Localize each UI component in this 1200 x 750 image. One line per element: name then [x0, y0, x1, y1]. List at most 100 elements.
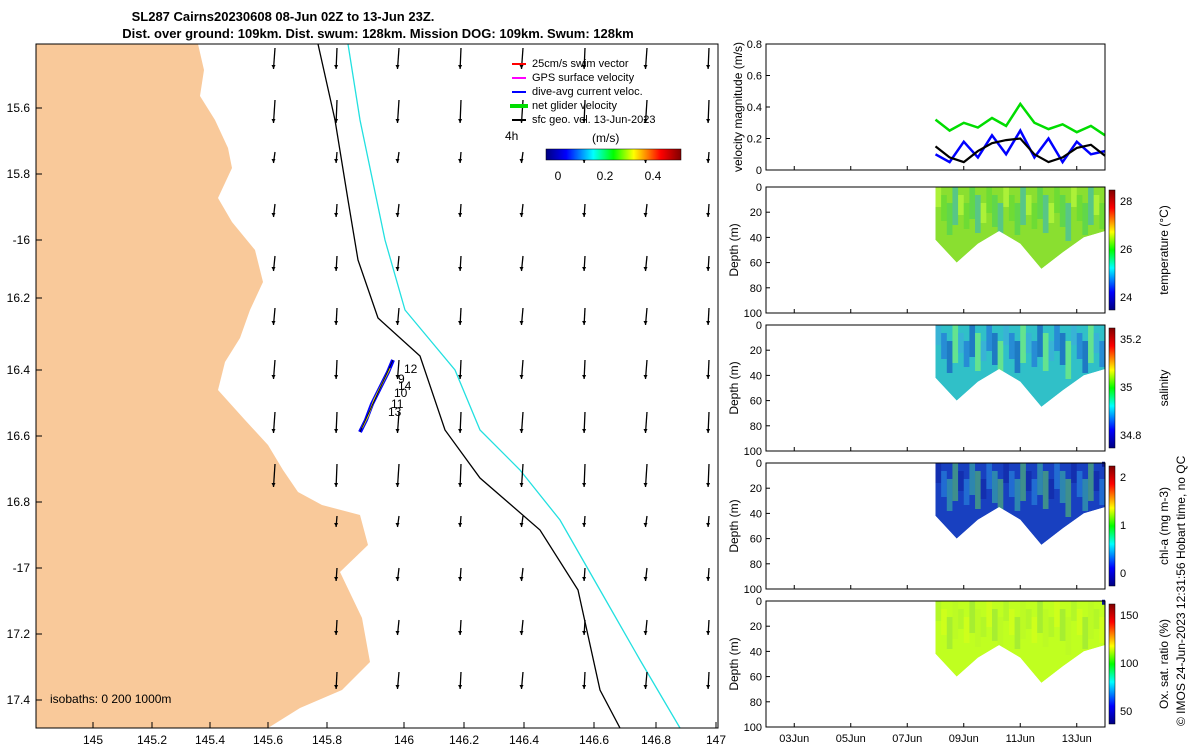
section-cell — [1014, 479, 1021, 511]
panel-ylabel: Depth (m) — [727, 499, 741, 552]
velocity-arrow-head — [458, 483, 463, 487]
y-tick: 80 — [750, 421, 762, 433]
y-tick: 100 — [744, 722, 762, 734]
velocity-arrow-head — [582, 631, 587, 635]
section-cell — [1042, 333, 1049, 371]
colorbar-tick: 1 — [1120, 520, 1126, 532]
panel-ylabel: Depth (m) — [727, 361, 741, 414]
velocity-arrow-head — [706, 631, 711, 635]
section-cell — [1088, 187, 1094, 225]
section-cell — [935, 463, 942, 483]
map-y-tick: 15.6 — [7, 101, 31, 115]
velocity-arrow-head — [395, 577, 400, 581]
map-x-tick: 145.8 — [312, 733, 342, 747]
section-cell — [1088, 463, 1094, 501]
below-seafloor — [935, 231, 1105, 313]
section-cell — [941, 333, 947, 359]
velocity-arrow-head — [334, 321, 339, 325]
velocity-arrow-head — [395, 159, 400, 163]
velocity-arrow-head — [334, 685, 339, 689]
section-cell — [1082, 617, 1089, 649]
section-cell — [1048, 617, 1055, 637]
y-tick: 40 — [750, 646, 762, 658]
section-cell — [1003, 601, 1009, 621]
velocity-arrow-head — [334, 267, 339, 271]
track-label-11: 11 — [391, 397, 404, 411]
track-day-labels: 12 9 14 10 11 13 — [388, 362, 418, 419]
section-cell — [946, 617, 953, 649]
section-cell — [975, 609, 981, 647]
map-colorbar-tick-0: 0 — [555, 169, 562, 183]
colorbar-tick: 2 — [1120, 472, 1126, 484]
section-cell — [1003, 463, 1009, 483]
colorbar-tick: 24 — [1120, 292, 1132, 304]
velocity-arrow-head — [519, 213, 524, 217]
map-x-tick: 145 — [83, 733, 103, 747]
velocity-arrow-head — [706, 119, 711, 123]
section-cell — [1054, 325, 1060, 351]
colorbar-label: chl-a (mg m-3) — [1157, 487, 1171, 565]
velocity-arrow-head — [395, 483, 400, 487]
velocity-arrow-head — [458, 119, 463, 123]
section-cell — [1048, 341, 1055, 361]
velocity-arrow-head — [706, 577, 711, 581]
section-cell — [1003, 187, 1009, 207]
section-cell — [1037, 187, 1043, 219]
below-seafloor — [935, 369, 1105, 451]
section-cell — [975, 333, 981, 371]
section-cell — [1031, 617, 1038, 643]
section-cell — [1008, 609, 1015, 635]
section-cell — [997, 341, 1004, 379]
map-x-tick: 146.6 — [579, 733, 609, 747]
velocity-arrow-head — [582, 267, 587, 271]
section-cell — [1025, 609, 1032, 629]
section-cell — [952, 601, 959, 639]
velocity-arrow-head — [395, 119, 400, 123]
time-tick: 05Jun — [836, 733, 866, 745]
velocity-arrow-head — [458, 159, 463, 163]
colorbar-tick: 34.8 — [1120, 430, 1141, 442]
time-step-label: 4h — [505, 129, 518, 143]
section-cell — [941, 195, 947, 221]
section-cell — [1059, 333, 1066, 365]
velocity-arrow-head — [582, 429, 587, 433]
colorbar-tick: 50 — [1120, 706, 1132, 718]
velocity-arrow-head — [519, 523, 524, 527]
isobath-1000m — [347, 44, 681, 728]
legend-net-velocity: net glider velocity — [532, 100, 617, 112]
section-cell — [986, 187, 992, 213]
map-x-tick: 146.4 — [509, 733, 539, 747]
velocity-arrow-head — [643, 213, 648, 217]
section-cell — [1042, 609, 1049, 647]
section-cell — [1042, 195, 1049, 233]
map-colorbar-tick-02: 0.2 — [597, 169, 614, 183]
section-cell — [963, 341, 970, 367]
velocity-arrow-head — [582, 213, 587, 217]
section-cell — [1048, 203, 1055, 223]
velocity-arrow-head — [271, 213, 276, 217]
section-cell — [935, 187, 942, 207]
velocity-arrow-head — [334, 483, 339, 487]
section-cell — [1037, 463, 1043, 495]
section-cell — [935, 601, 942, 621]
velocity-arrow-head — [334, 119, 339, 123]
track-label-10: 10 — [394, 386, 408, 400]
velocity-arrow-head — [458, 267, 463, 271]
panel-4: 0 20 40 60 80 100 Depth (m) 150 100 50 Ox. sat. ra… — [727, 596, 1171, 734]
section-cell — [1099, 341, 1105, 367]
section-cell — [952, 463, 959, 501]
y-tick: 0.2 — [747, 134, 762, 146]
section-cell — [1065, 617, 1072, 655]
section-cell — [946, 341, 953, 373]
section-cell — [1099, 203, 1105, 229]
velocity-arrow-head — [519, 159, 524, 163]
velocity-arrow-head — [458, 577, 463, 581]
section-cell — [1014, 341, 1021, 373]
velocity-arrow-head — [458, 65, 463, 69]
panel-0: 0.8 0.6 0.4 0.2 0 velocity magnitude (m/s) — [731, 39, 1106, 177]
velocity-arrow-head — [643, 267, 648, 271]
map-x-axis: 145 145.2 145.4 145.6 145.8 146 146.2 146.4 146.… — [83, 722, 726, 747]
section-cell — [1065, 479, 1072, 517]
panel-ylabel: Depth (m) — [727, 223, 741, 276]
